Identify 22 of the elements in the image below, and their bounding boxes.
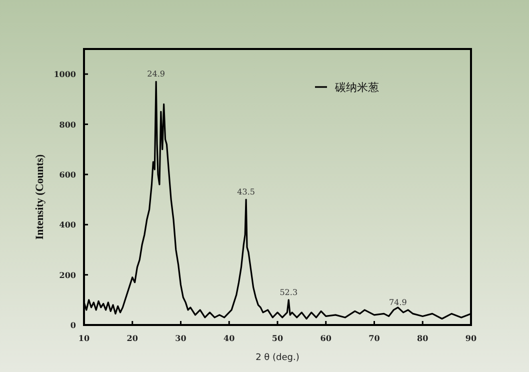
x-tick-label: 40 [224, 333, 236, 343]
x-tick-label: 10 [78, 333, 90, 343]
annotation: 52.3 [280, 288, 298, 297]
legend-label: 碳纳米葱 [334, 81, 379, 94]
x-tick-label: 30 [175, 333, 187, 343]
y-tick-label: 800 [59, 119, 76, 130]
x-tick-label: 50 [272, 333, 284, 343]
x-tick-label: 20 [126, 333, 138, 343]
x-tick-label: 70 [368, 333, 380, 343]
x-tick-label: 60 [320, 333, 332, 343]
y-tick-label: 200 [59, 270, 76, 280]
y-tick-label: 0 [70, 320, 76, 330]
y-tick-label: 400 [59, 220, 76, 230]
x-tick-label: 90 [465, 333, 477, 343]
annotation: 24.9 [147, 70, 165, 79]
annotation: 43.5 [237, 188, 255, 197]
x-axis-title: 2 θ (deg.) [256, 353, 300, 363]
y-axis-title: Intensity (Counts) [34, 154, 46, 240]
y-tick-label: 600 [59, 169, 76, 180]
y-tick-label: 1000 [54, 69, 76, 80]
x-tick-label: 80 [417, 333, 429, 343]
annotation: 74.9 [389, 298, 407, 307]
